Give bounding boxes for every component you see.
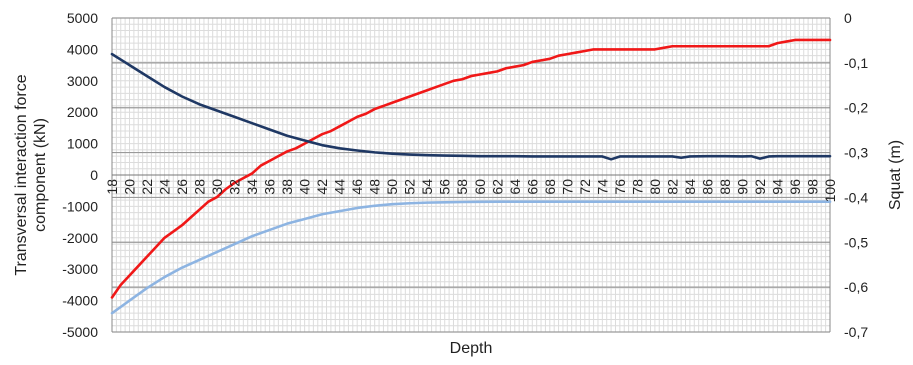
x-tick-label: 22: [139, 179, 155, 195]
x-tick-label: 56: [437, 179, 453, 195]
x-tick-label: 64: [507, 179, 523, 195]
x-tick-label: 92: [752, 179, 768, 195]
x-tick-label: 68: [542, 179, 558, 195]
right-tick-labels: 0 -0,1 -0,2 -0,3 -0,4 -0,5 -0,6 -0,7: [844, 10, 868, 340]
x-tick-label: 72: [577, 179, 593, 195]
axes: [111, 18, 831, 332]
major-gridlines: [112, 17, 830, 333]
right-tick-label: 0: [844, 10, 852, 26]
x-tick-label: 88: [717, 179, 733, 195]
left-tick-label: 0: [90, 167, 98, 183]
y-axis-label-left: Transversal interaction force component (…: [13, 74, 49, 275]
x-tick-label: 60: [472, 179, 488, 195]
left-tick-label: 4000: [67, 41, 98, 57]
right-tick-label: -0,4: [844, 189, 868, 205]
x-tick-label: 52: [402, 179, 418, 195]
left-tick-label: -1000: [62, 198, 98, 214]
x-tick-label: 26: [174, 179, 190, 195]
x-tick-label: 86: [699, 179, 715, 195]
series-line-dark-blue: [110, 52, 832, 161]
x-tick-label: 98: [804, 179, 820, 195]
series-layer: [110, 38, 832, 315]
x-tick-label: 84: [682, 179, 698, 195]
x-tick-label: 50: [384, 179, 400, 195]
x-tick-label: 28: [192, 179, 208, 195]
right-tick-label: -0,7: [844, 324, 868, 340]
x-tick-label: 44: [332, 179, 348, 195]
x-tick-label: 36: [262, 179, 278, 195]
right-tick-label: -0,6: [844, 279, 868, 295]
left-tick-labels: 5000 4000 3000 2000 1000 0 -1000 -2000 -3000 -400…: [62, 10, 98, 340]
x-tick-label: 18: [104, 179, 120, 195]
x-tick-label: 78: [629, 179, 645, 195]
left-tick-label: 1000: [67, 136, 98, 152]
series-line-light-blue: [110, 200, 832, 315]
x-tick-label: 76: [612, 179, 628, 195]
right-tick-label: -0,3: [844, 145, 868, 161]
left-tick-label: 3000: [67, 73, 98, 89]
x-tick-label: 30: [209, 179, 225, 195]
x-tick-label: 38: [279, 179, 295, 195]
x-tick-label: 48: [367, 179, 383, 195]
x-tick-labels: 18 20 22 24 26 28 30 32 34 36 38 40 42 44 46 48 50 52 54 56…: [104, 179, 838, 203]
x-tick-label: 90: [734, 179, 750, 195]
x-tick-label: 54: [419, 179, 435, 195]
x-tick-label: 100: [822, 179, 838, 203]
right-tick-label: -0,5: [844, 234, 868, 250]
x-axis-label: Depth: [450, 340, 493, 357]
x-tick-label: 40: [297, 179, 313, 195]
right-tick-label: -0,2: [844, 100, 868, 116]
left-tick-label: 2000: [67, 104, 98, 120]
y-axis-label-left-line: component (kN): [32, 118, 49, 232]
x-tick-label: 66: [524, 179, 540, 195]
x-tick-label: 42: [314, 179, 330, 195]
x-tick-label: 74: [594, 179, 610, 195]
y-axis-label-left-line: Transversal interaction force: [13, 74, 30, 275]
left-tick-label: -4000: [62, 293, 98, 309]
x-tick-label: 94: [769, 179, 785, 195]
x-tick-label: 70: [559, 179, 575, 195]
x-tick-label: 80: [647, 179, 663, 195]
y-axis-label-right: Squat (m): [887, 140, 904, 210]
series-line-red: [110, 38, 832, 299]
x-tick-label: 24: [157, 179, 173, 195]
left-tick-label: -5000: [62, 324, 98, 340]
x-tick-label: 32: [227, 179, 243, 195]
left-tick-label: -3000: [62, 261, 98, 277]
x-tick-label: 58: [454, 179, 470, 195]
x-tick-label: 20: [122, 179, 138, 195]
x-tick-label: 34: [244, 179, 260, 195]
x-tick-label: 96: [787, 179, 803, 195]
right-tick-label: -0,1: [844, 55, 868, 71]
x-tick-label: 46: [349, 179, 365, 195]
x-tick-label: 62: [489, 179, 505, 195]
x-tick-label: 82: [664, 179, 680, 195]
left-tick-label: 5000: [67, 10, 98, 26]
left-tick-label: -2000: [62, 230, 98, 246]
